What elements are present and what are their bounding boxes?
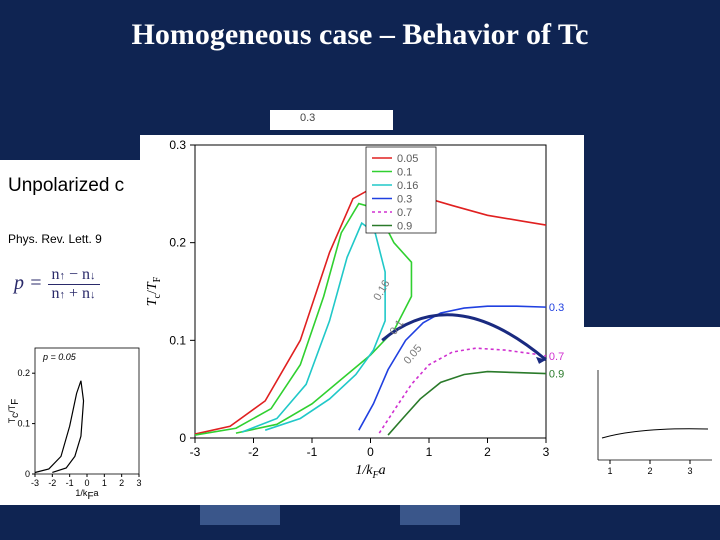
svg-text:3: 3 <box>136 478 141 488</box>
slide-title: Homogeneous case – Behavior of Tc <box>0 0 720 52</box>
svg-text:-3: -3 <box>31 478 39 488</box>
svg-text:3: 3 <box>687 466 692 476</box>
svg-text:0.16: 0.16 <box>397 180 418 192</box>
small-chart-left: -3-2-1012300.10.2p = 0.05Tc/TF1/kFa <box>5 340 145 500</box>
unpolarized-text: Unpolarized c <box>8 175 124 197</box>
svg-text:0.9: 0.9 <box>549 369 564 381</box>
svg-text:0.2: 0.2 <box>169 236 186 250</box>
svg-text:-3: -3 <box>190 445 201 459</box>
svg-text:0.3: 0.3 <box>397 194 412 206</box>
right-fragment: 1 2 3 <box>590 360 720 490</box>
top-fragment-tick: 0.3 <box>300 112 315 124</box>
svg-text:0.7: 0.7 <box>549 351 564 363</box>
svg-text:0: 0 <box>25 469 30 479</box>
band-top <box>270 110 393 130</box>
svg-text:1: 1 <box>102 478 107 488</box>
svg-text:0.7: 0.7 <box>397 207 412 219</box>
svg-text:0: 0 <box>84 478 89 488</box>
formula-fraction: n↑ − n↓ n↑ + n↓ <box>48 266 100 303</box>
formula-lhs: p = <box>14 272 43 294</box>
svg-text:2: 2 <box>647 466 652 476</box>
svg-text:1/kFa: 1/kFa <box>355 463 385 480</box>
svg-text:0.3: 0.3 <box>169 138 186 152</box>
right-fragment-svg: 1 2 3 <box>590 360 720 490</box>
main-chart: -3-2-1012300.10.20.31/kFaTc/TF0.160.10.0… <box>140 135 584 480</box>
svg-text:p = 0.05: p = 0.05 <box>42 352 77 362</box>
svg-text:0.2: 0.2 <box>17 368 30 378</box>
svg-text:1: 1 <box>426 445 433 459</box>
svg-text:0.9: 0.9 <box>397 221 412 233</box>
svg-text:Tc/TF: Tc/TF <box>145 276 163 306</box>
svg-text:-2: -2 <box>248 445 259 459</box>
bottom-strip <box>0 505 720 540</box>
svg-text:0: 0 <box>179 431 186 445</box>
svg-text:1/kFa: 1/kFa <box>75 488 98 500</box>
svg-text:1: 1 <box>607 466 612 476</box>
svg-text:2: 2 <box>119 478 124 488</box>
svg-text:-1: -1 <box>66 478 74 488</box>
svg-text:2: 2 <box>484 445 491 459</box>
small-chart-svg: -3-2-1012300.10.2p = 0.05Tc/TF1/kFa <box>5 340 145 500</box>
svg-text:-2: -2 <box>48 478 56 488</box>
citation-text: Phys. Rev. Lett. 9 <box>8 232 102 246</box>
main-chart-svg: -3-2-1012300.10.20.31/kFaTc/TF0.160.10.0… <box>140 135 584 480</box>
svg-text:-1: -1 <box>307 445 318 459</box>
polarization-formula: p = n↑ − n↓ n↑ + n↓ <box>14 266 100 303</box>
svg-text:0.05: 0.05 <box>397 153 418 165</box>
svg-text:0.1: 0.1 <box>17 419 30 429</box>
svg-text:3: 3 <box>543 445 550 459</box>
svg-text:0.1: 0.1 <box>397 167 412 179</box>
svg-text:0: 0 <box>367 445 374 459</box>
svg-text:0.1: 0.1 <box>169 333 186 347</box>
svg-text:0.3: 0.3 <box>549 302 564 314</box>
